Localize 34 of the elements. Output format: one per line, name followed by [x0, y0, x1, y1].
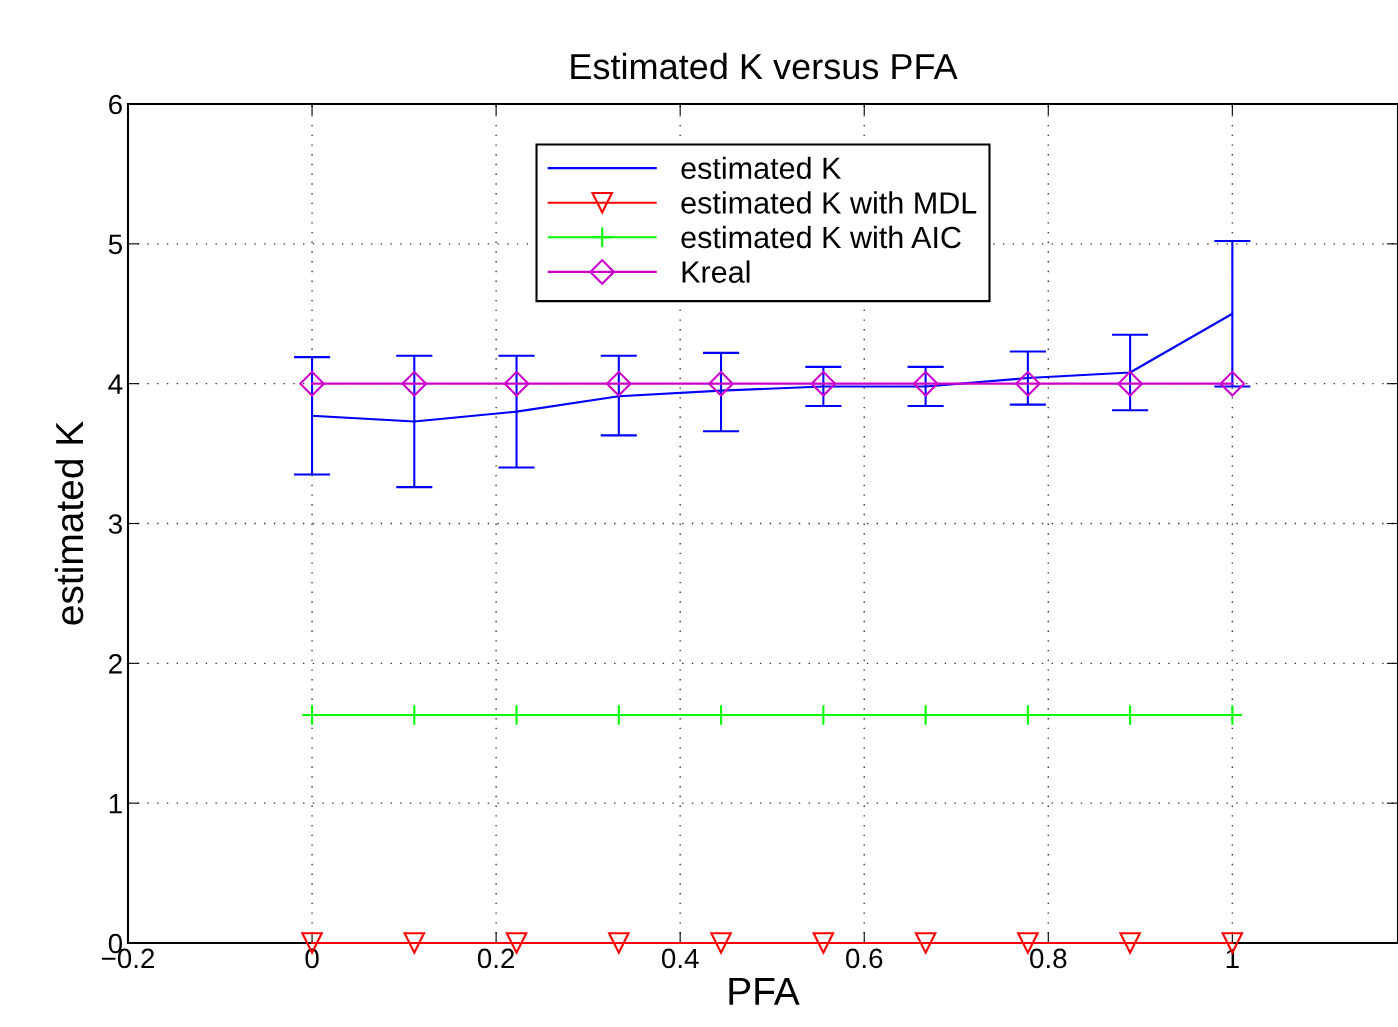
- point: [708, 370, 734, 397]
- point: [401, 370, 428, 397]
- x-tick-label: 0.4: [661, 948, 699, 969]
- legend-label: Kreal: [682, 260, 750, 283]
- point: [710, 932, 732, 954]
- point: [1015, 370, 1041, 397]
- x-tick-label: 0.8: [1030, 948, 1067, 969]
- point: [605, 370, 632, 397]
- y-tick-label: 4: [108, 374, 123, 394]
- point: [812, 932, 835, 954]
- x-tick-label: 0: [305, 948, 319, 969]
- y-tick-label: 6: [109, 94, 122, 115]
- y-tick-label: 1: [109, 794, 122, 814]
- legend-label: estimated K with AIC: [681, 225, 961, 249]
- chart-title: Estimated K versus PFA: [571, 52, 958, 80]
- y-tick-label: 2: [109, 654, 122, 674]
- point: [503, 370, 530, 397]
- legend-label: estimated K with MDL: [681, 191, 977, 214]
- point: [912, 370, 939, 397]
- x-tick-label: 0.2: [477, 948, 515, 969]
- y-tick-label: 3: [108, 514, 122, 534]
- legend-label: estimated K: [681, 156, 842, 180]
- x-tick-label: 0.6: [846, 948, 883, 969]
- point: [299, 370, 325, 397]
- point: [1117, 370, 1143, 397]
- point: [810, 370, 837, 397]
- x-axis-title: PFA: [729, 977, 800, 1005]
- point: [608, 932, 630, 954]
- y-axis-title: estimated K: [54, 421, 84, 625]
- point: [403, 932, 426, 954]
- point: [1119, 932, 1141, 954]
- point: [1219, 370, 1246, 397]
- point: [914, 932, 937, 954]
- y-tick-label: 5: [108, 234, 122, 255]
